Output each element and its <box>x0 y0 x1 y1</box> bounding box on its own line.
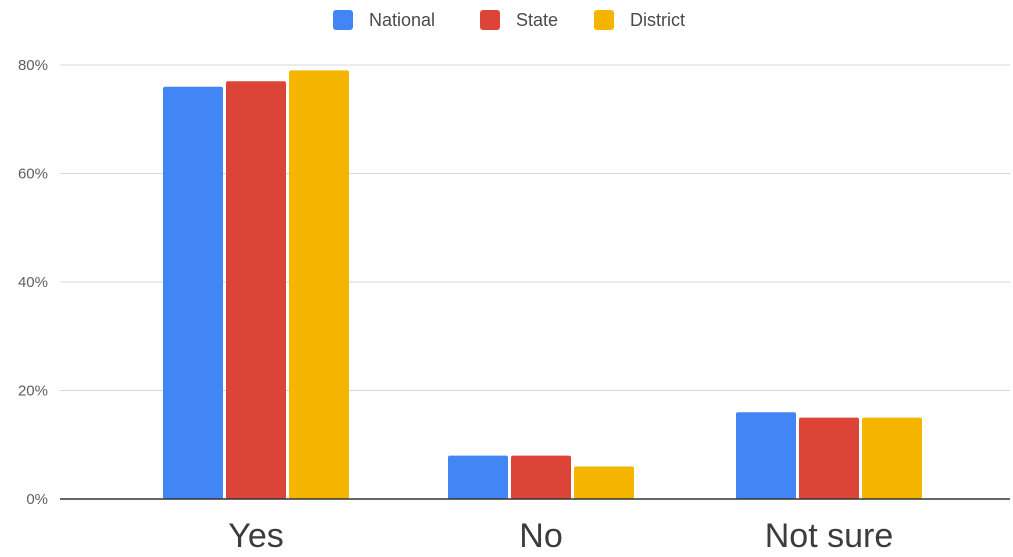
legend-swatch <box>480 10 500 30</box>
y-tick-label: 80% <box>18 57 48 74</box>
y-tick-label: 60% <box>18 166 48 183</box>
y-axis-ticks: 0% 20% 40% 60% 80% <box>18 57 48 508</box>
x-axis-categories: Yes No Not sure <box>228 517 893 555</box>
bar-national-not-sure <box>736 412 796 499</box>
legend-label: District <box>630 10 685 30</box>
bar-state-not-sure <box>799 418 859 499</box>
bar-national-yes <box>163 87 223 499</box>
y-tick-label: 20% <box>18 383 48 400</box>
bars <box>163 70 922 499</box>
x-category-label: Not sure <box>765 517 894 555</box>
bar-state-yes <box>226 81 286 499</box>
bar-district-yes <box>289 70 349 499</box>
y-tick-label: 40% <box>18 274 48 291</box>
legend-label: State <box>516 10 558 30</box>
legend: National State District <box>333 10 685 30</box>
y-tick-label: 0% <box>26 491 48 508</box>
bar-national-no <box>448 456 508 499</box>
bar-state-no <box>511 456 571 499</box>
x-category-label: Yes <box>228 517 283 555</box>
legend-swatch <box>594 10 614 30</box>
x-category-label: No <box>519 517 562 555</box>
legend-item: State <box>480 10 558 30</box>
legend-item: National <box>333 10 435 30</box>
legend-label: National <box>369 10 435 30</box>
bar-district-no <box>574 466 634 499</box>
bar-district-not-sure <box>862 418 922 499</box>
legend-swatch <box>333 10 353 30</box>
legend-item: District <box>594 10 685 30</box>
